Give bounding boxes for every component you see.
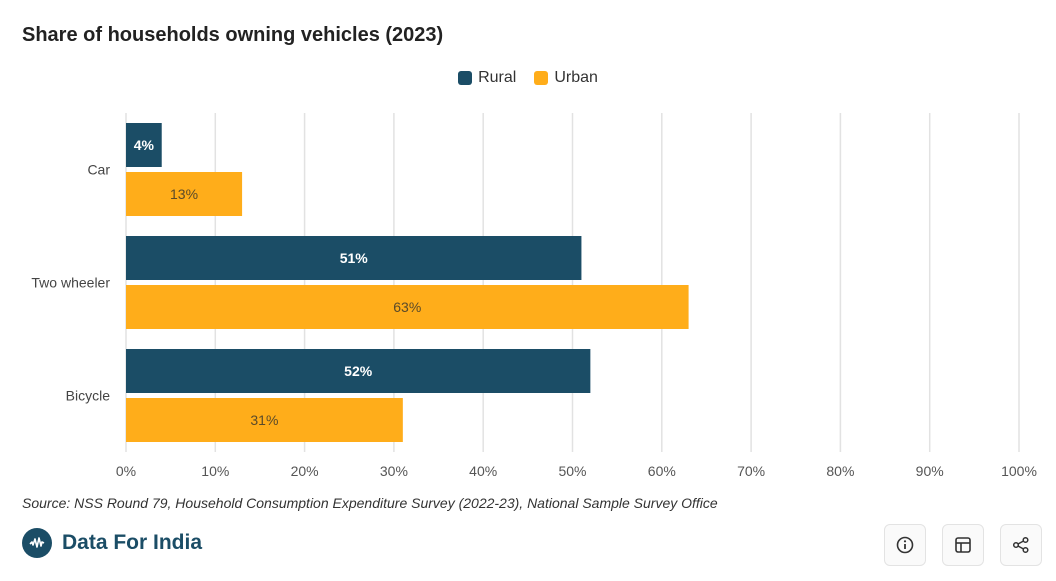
brand-name: Data For India [62, 531, 203, 554]
table-icon [955, 537, 971, 553]
share-button[interactable] [1000, 524, 1042, 566]
x-tick-label: 100% [1001, 463, 1037, 479]
x-tick-label: 0% [116, 463, 136, 479]
bar-rural[interactable] [126, 349, 591, 393]
x-tick-label: 50% [558, 463, 586, 479]
x-tick-label: 20% [291, 463, 319, 479]
legend-label-urban: Urban [554, 69, 598, 86]
x-tick-label: 80% [826, 463, 854, 479]
x-tick-label: 60% [648, 463, 676, 479]
action-bar [884, 524, 1042, 566]
legend-swatch-rural [458, 71, 473, 85]
info-icon [896, 536, 914, 554]
chart-title: Share of households owning vehicles (202… [22, 24, 444, 46]
legend-swatch-urban [534, 71, 549, 85]
x-tick-label: 90% [916, 463, 944, 479]
y-category-label: Car [87, 162, 110, 178]
data-label: 51% [340, 250, 369, 266]
data-label: 4% [134, 137, 155, 153]
data-for-india-logo-icon [22, 528, 52, 558]
x-tick-label: 10% [201, 463, 229, 479]
x-tick-label: 70% [737, 463, 765, 479]
y-category-label: Bicycle [66, 388, 111, 404]
table-button[interactable] [942, 524, 984, 566]
bar-urban[interactable] [126, 285, 689, 329]
data-label: 31% [250, 412, 278, 428]
bar-urban[interactable] [126, 172, 243, 216]
legend-item-rural[interactable]: Rural [458, 69, 516, 87]
legend-label-rural: Rural [478, 69, 517, 86]
legend: Rural Urban [0, 69, 1056, 87]
x-tick-label: 30% [380, 463, 408, 479]
info-button[interactable] [884, 524, 926, 566]
legend-item-urban[interactable]: Urban [534, 69, 598, 87]
data-label: 52% [344, 363, 373, 379]
bar-chart: 0% 10% 20% 30% 40% 50% 60% 70% 80% 90% 100% Car 4% 13… [31, 113, 1037, 479]
x-tick-label: 40% [469, 463, 497, 479]
source-note: Source: NSS Round 79, Household Consumpt… [22, 495, 718, 511]
data-label: 63% [393, 299, 421, 315]
data-label: 13% [170, 186, 198, 202]
share-icon [1012, 536, 1029, 554]
bar-urban[interactable] [126, 398, 403, 442]
bar-rural[interactable] [126, 236, 582, 280]
bar-rural[interactable] [126, 123, 162, 167]
y-category-label: Two wheeler [31, 275, 110, 291]
brand[interactable]: Data For India [22, 528, 202, 558]
